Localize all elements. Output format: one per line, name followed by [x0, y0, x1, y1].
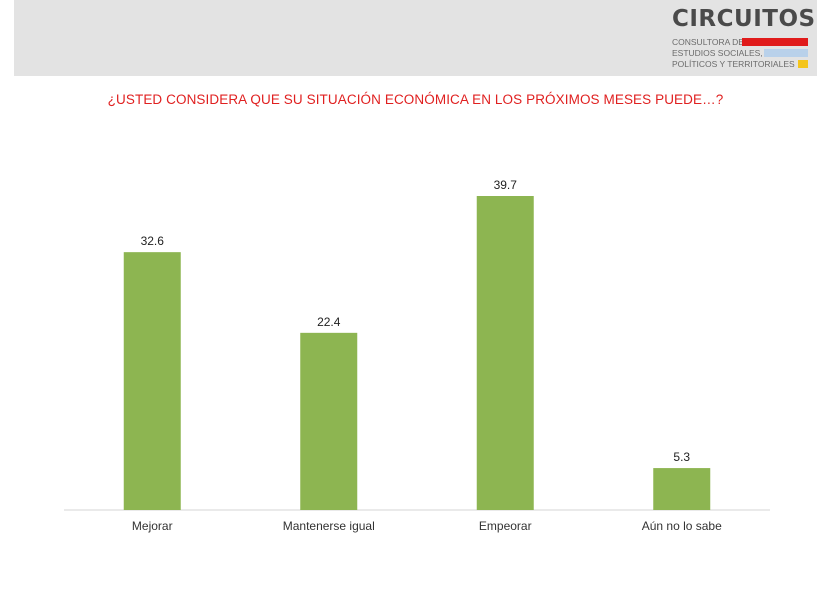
bar-3 [476, 196, 534, 510]
bar-2 [300, 332, 358, 510]
logo-blue-bar [764, 49, 808, 57]
logo-line-1: CONSULTORA DE [672, 37, 744, 47]
logo-yellow-bar [798, 60, 808, 68]
logo-red-bar [742, 38, 808, 46]
logo-line-3: POLÍTICOS Y TERRITORIALES [672, 59, 795, 69]
category-label-3: Empeorar [479, 519, 532, 533]
data-label-4: 5.3 [673, 450, 690, 464]
chart-title: ¿USTED CONSIDERA QUE SU SITUACIÓN ECONÓM… [107, 92, 724, 107]
logo-line-2: ESTUDIOS SOCIALES, [672, 48, 763, 58]
data-label-3: 39.7 [494, 178, 518, 192]
data-label-2: 22.4 [317, 315, 341, 329]
logo-title: CIRCUITOS [672, 6, 816, 32]
category-label-4: Aún no lo sabe [642, 519, 722, 533]
data-label-1: 32.6 [141, 234, 165, 248]
circuitos-logo: CIRCUITOS CONSULTORA DE ESTUDIOS SOCIALE… [664, 6, 816, 72]
bar-1 [123, 252, 181, 510]
category-label-1: Mejorar [132, 519, 173, 533]
bar-4 [653, 468, 711, 510]
category-label-2: Mantenerse igual [283, 519, 375, 533]
header-band [14, 0, 817, 76]
